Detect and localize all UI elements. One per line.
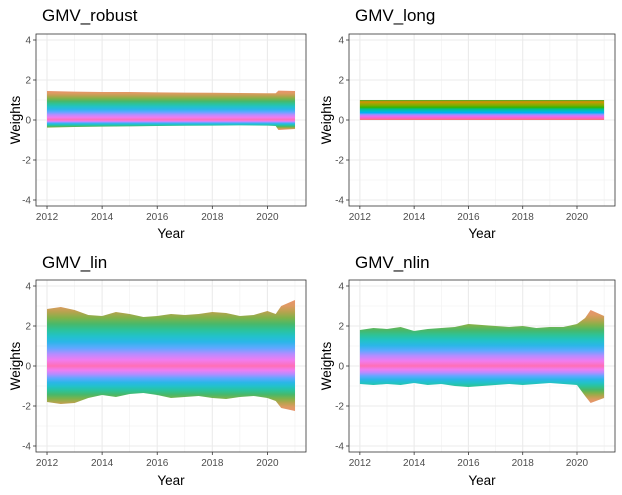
stacked-weights-area	[359, 100, 605, 120]
x-axis-label: Year	[157, 473, 185, 488]
x-tick-label: 2018	[512, 458, 535, 469]
x-tick-label: 2014	[91, 458, 114, 469]
chart-panel-gmv-nlin: 2012 2014 2016 2018 2020 -4 -2 0 2 4 GMV_nlin Yea…	[319, 253, 616, 488]
negative-weights-area	[47, 366, 295, 411]
y-tick-label: 0	[25, 116, 31, 127]
x-axis-label: Year	[468, 226, 496, 241]
negative-weights-area	[359, 366, 605, 403]
positive-weights-area	[47, 90, 295, 120]
y-tick-label: -4	[335, 442, 344, 453]
y-tick-label: 4	[338, 36, 344, 47]
chart-panel-gmv-long: 2012 2014 2016 2018 2020 -4 -2 0 2 4 GMV_long Yea…	[319, 6, 616, 241]
plot-body: 2012 2014 2016 2018 2020 -4 -2 0 2 4	[335, 33, 616, 223]
x-tick-label: 2020	[256, 458, 279, 469]
x-tick-label: 2012	[349, 212, 372, 223]
y-tick-label: 0	[338, 116, 344, 127]
plot-body: 2012 2014 2016 2018 2020 -4 -2 0 2 4	[22, 279, 307, 469]
y-tick-label: -2	[335, 156, 344, 167]
x-tick-label: 2012	[36, 458, 59, 469]
y-axis-label: Weights	[319, 95, 334, 144]
y-tick-label: -4	[335, 196, 344, 207]
positive-weights-area	[47, 300, 295, 366]
panel-title: GMV_robust	[42, 6, 138, 25]
x-axis-label: Year	[157, 226, 185, 241]
y-tick-label: -2	[22, 402, 31, 413]
x-tick-label: 2012	[36, 212, 59, 223]
plot-body: 2012 2014 2016 2018 2020 -4 -2 0 2 4	[22, 33, 307, 223]
y-tick-label: 0	[25, 362, 31, 373]
x-tick-label: 2016	[457, 212, 480, 223]
x-tick-label: 2020	[256, 212, 279, 223]
negative-weights-area	[47, 120, 295, 130]
positive-weights-area	[359, 310, 605, 366]
panel-title: GMV_nlin	[355, 253, 430, 272]
panel-title: GMV_long	[355, 6, 435, 25]
x-tick-label: 2016	[457, 458, 480, 469]
y-axis-label: Weights	[8, 95, 23, 144]
y-tick-label: -4	[22, 196, 31, 207]
x-axis-label: Year	[468, 473, 496, 488]
y-axis-label: Weights	[319, 341, 334, 390]
x-tick-label: 2016	[146, 458, 169, 469]
plot-body: 2012 2014 2016 2018 2020 -4 -2 0 2 4	[335, 279, 616, 469]
x-tick-label: 2020	[566, 458, 589, 469]
y-tick-label: 2	[338, 76, 344, 87]
x-tick-label: 2014	[403, 458, 426, 469]
y-tick-label: 2	[25, 76, 31, 87]
x-tick-label: 2014	[403, 212, 426, 223]
y-tick-label: 4	[25, 282, 31, 293]
x-tick-label: 2014	[91, 212, 114, 223]
chart-panel-gmv-lin: 2012 2014 2016 2018 2020 -4 -2 0 2 4 GMV_lin Year…	[8, 253, 307, 488]
chart-panel-gmv-robust: 2012 2014 2016 2018 2020 -4 -2 0 2 4 GMV_robust Y…	[8, 6, 307, 241]
y-tick-label: 4	[25, 36, 31, 47]
x-tick-label: 2018	[512, 212, 535, 223]
x-tick-label: 2018	[201, 212, 224, 223]
y-tick-label: 0	[338, 362, 344, 373]
y-axis-label: Weights	[8, 341, 23, 390]
y-tick-label: 2	[25, 322, 31, 333]
x-tick-label: 2016	[146, 212, 169, 223]
y-tick-label: 4	[338, 282, 344, 293]
y-tick-label: 2	[338, 322, 344, 333]
x-tick-label: 2018	[201, 458, 224, 469]
x-tick-label: 2012	[349, 458, 372, 469]
x-tick-label: 2020	[566, 212, 589, 223]
y-tick-label: -2	[335, 402, 344, 413]
y-tick-label: -4	[22, 442, 31, 453]
y-tick-label: -2	[22, 156, 31, 167]
panel-title: GMV_lin	[42, 253, 107, 272]
